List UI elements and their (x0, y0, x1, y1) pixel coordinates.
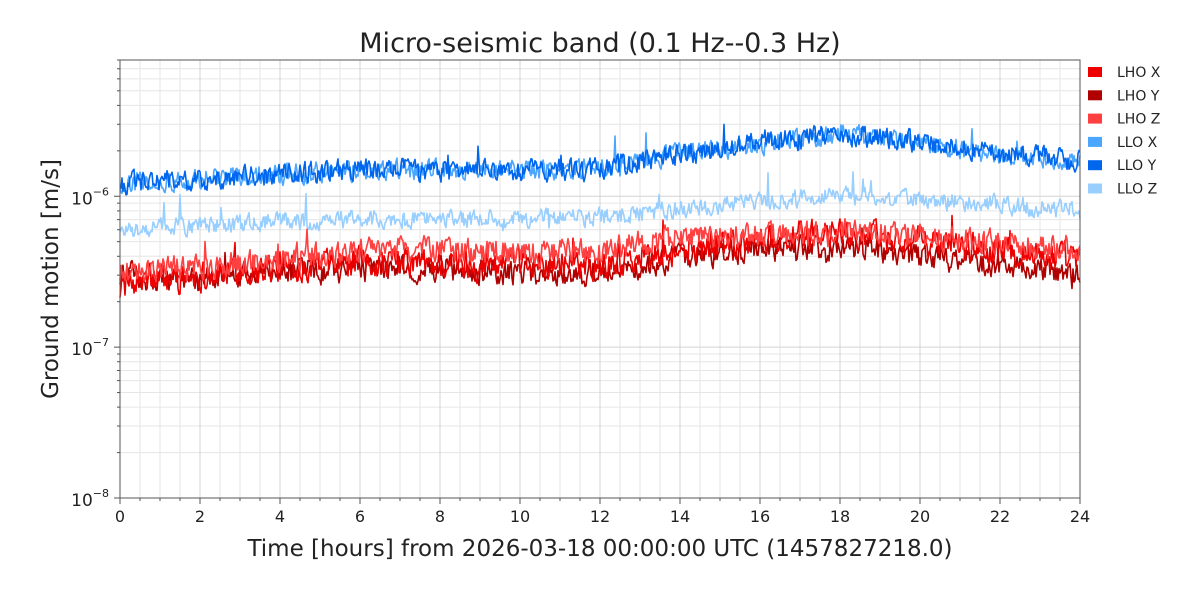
legend: LHO X LHO Y LHO Z LLO X LLO Y LLO Z (1088, 65, 1161, 198)
x-tick-label: 10 (510, 507, 530, 526)
x-tick-label: 22 (990, 507, 1010, 526)
series-line-lho-z (119, 218, 1081, 283)
legend-label: LHO Y (1117, 88, 1160, 104)
x-tick-label: 2 (195, 507, 205, 526)
chart-title: Micro-seismic band (0.1 Hz--0.3 Hz) (359, 28, 840, 59)
legend-swatch (1088, 183, 1102, 194)
y-axis: 10−8 10−7 10−6 (71, 59, 120, 511)
x-tick-label: 16 (750, 507, 770, 526)
legend-label: LHO X (1117, 65, 1161, 81)
x-tick-label: 0 (115, 507, 125, 526)
legend-swatch (1088, 113, 1102, 124)
y-tick-label: 10−6 (71, 185, 109, 209)
legend-label: LLO Z (1117, 182, 1157, 198)
legend-label: LHO Z (1117, 112, 1160, 128)
x-tick-label: 20 (910, 507, 930, 526)
series-line-llo-y (120, 123, 1081, 196)
x-tick-label: 14 (670, 507, 690, 526)
y-axis-label: Ground motion [m/s] (38, 159, 64, 399)
legend-swatch (1088, 160, 1102, 171)
legend-swatch (1088, 67, 1102, 77)
x-tick-label: 18 (830, 507, 850, 526)
x-tick-label: 6 (355, 507, 365, 526)
y-tick-label: 10−7 (71, 336, 109, 360)
series-line-llo-z (119, 171, 1081, 238)
x-tick-label: 8 (435, 507, 445, 526)
x-tick-label: 24 (1070, 507, 1090, 526)
series-layer (119, 123, 1081, 298)
x-tick-label: 4 (275, 507, 285, 526)
legend-label: LLO Y (1117, 158, 1157, 174)
x-axis: 0 2 4 6 8 10 12 14 16 18 20 22 24 (115, 498, 1090, 526)
legend-label: LLO X (1117, 135, 1158, 151)
legend-swatch (1088, 136, 1102, 147)
y-tick-label: 10−8 (71, 487, 109, 511)
x-tick-label: 12 (590, 507, 610, 526)
legend-swatch (1088, 90, 1102, 101)
x-axis-label: Time [hours] from 2026-03-18 00:00:00 UT… (246, 536, 952, 562)
